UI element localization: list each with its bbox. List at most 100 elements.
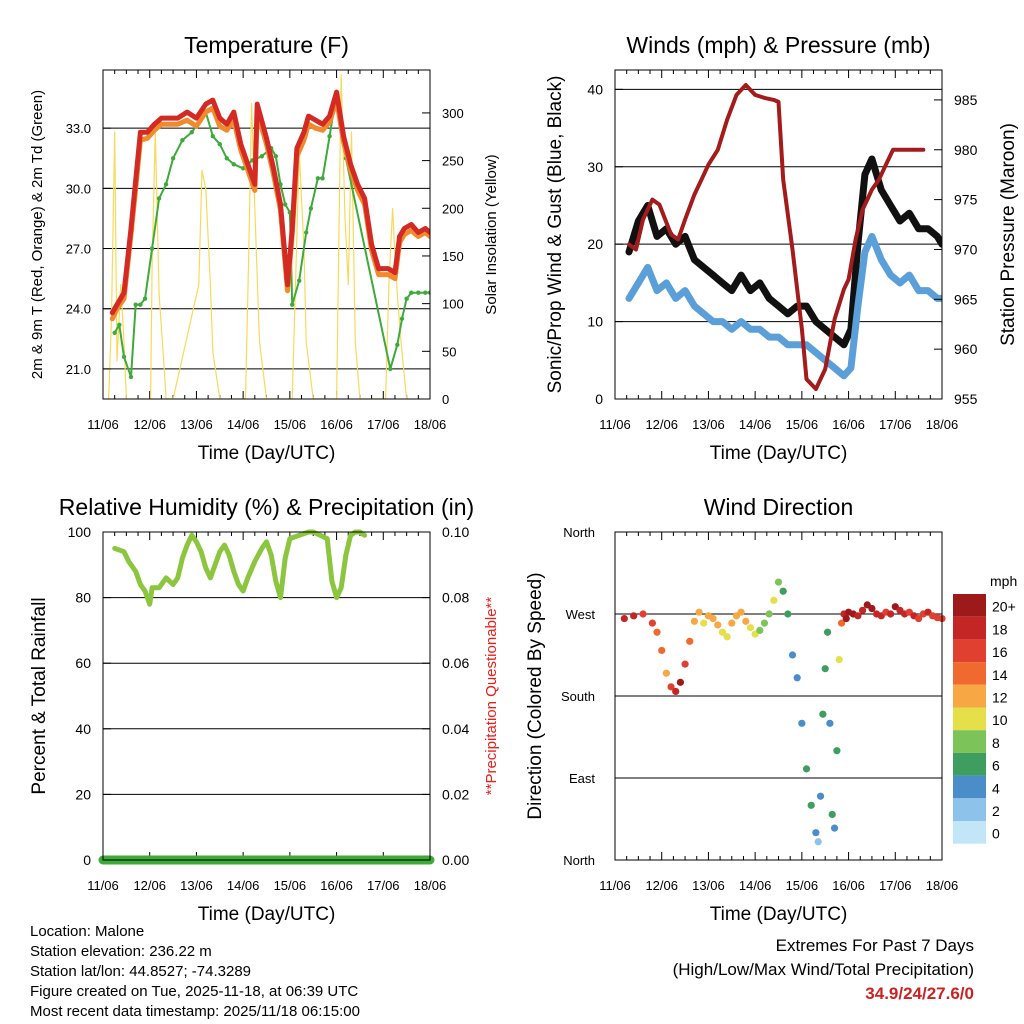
gust-line-point — [878, 186, 885, 193]
direction-point — [765, 610, 773, 618]
direction-point — [819, 710, 827, 718]
gust-line-point — [924, 225, 931, 232]
direction-point — [833, 747, 841, 755]
winds-xtick-label: 15/06 — [786, 417, 819, 432]
dewpoint-line-point — [304, 230, 309, 235]
humidity-xtick-label: 15/06 — [274, 878, 307, 893]
gust-line-point — [672, 241, 679, 248]
direction-point — [779, 587, 787, 595]
station-location: Location: Malone — [30, 923, 145, 940]
humidity-ytick-label: 80 — [75, 590, 91, 606]
temperature-xtick-label: 13/06 — [180, 417, 213, 432]
direction-point — [858, 606, 867, 614]
direction-point — [835, 655, 843, 664]
legend-swatch — [953, 798, 986, 821]
gust-line-point — [803, 303, 810, 310]
winds-ytick-label: 40 — [587, 81, 603, 97]
legend-swatch — [953, 775, 986, 799]
dewpoint-line-point — [163, 182, 169, 187]
legend-swatch — [953, 707, 986, 731]
humidity-y2tick-label: 0.10 — [442, 524, 469, 540]
dewpoint-line-point — [259, 154, 265, 159]
legend-label: 6 — [992, 758, 1000, 774]
legend-label: 20+ — [992, 599, 1016, 615]
gust-line-point — [812, 318, 819, 325]
dewpoint-line-point — [210, 134, 215, 139]
direction-point — [746, 624, 755, 632]
legend-swatch — [953, 639, 986, 663]
legend-title: mph — [990, 573, 1017, 589]
gust-line-point — [700, 264, 707, 271]
winds-y2tick-label: 985 — [954, 92, 978, 108]
temperature-xtick-label: 11/06 — [87, 417, 119, 432]
direction-ylabel: Direction (Colored By Speed) — [525, 572, 546, 819]
gust-line-point — [756, 279, 763, 286]
gust-line-point — [654, 233, 661, 240]
gust-line-point — [682, 233, 689, 240]
legend-label: 14 — [992, 667, 1008, 683]
temperature-title: Temperature (F) — [184, 32, 349, 58]
gust-line-point — [728, 287, 735, 294]
plot-border — [614, 531, 943, 861]
dewpoint-line-point — [416, 290, 421, 295]
dewpoint-line-point — [180, 138, 185, 143]
direction-xtick-label: 11/06 — [599, 878, 631, 893]
winds-xtick-label: 12/06 — [645, 417, 678, 432]
direction-point — [814, 838, 822, 846]
recent-timestamp: Most recent data timestamp: 2025/11/18 0… — [30, 1003, 360, 1020]
direction-xtick-label: 14/06 — [739, 878, 772, 893]
direction-point — [793, 674, 801, 682]
direction-point — [658, 646, 666, 655]
dewpoint-line-point — [282, 202, 288, 207]
direction-xtick-label: 18/06 — [926, 878, 959, 893]
humidity-ytick-label: 0 — [83, 852, 91, 868]
dewpoint-line-point — [224, 156, 229, 161]
direction-point — [788, 651, 797, 659]
winds-y2tick-label: 980 — [954, 142, 978, 158]
winds-xtick-label: 16/06 — [832, 417, 865, 432]
winds-xtick-label: 11/06 — [599, 417, 631, 432]
dewpoint-line-point — [315, 176, 321, 181]
humidity-line — [112, 529, 368, 607]
direction-point — [686, 637, 694, 645]
legend-swatch — [953, 821, 986, 844]
direction-point — [802, 765, 811, 773]
winds-y2tick-label: 965 — [954, 291, 978, 307]
panel-direction: Wind Direction Time (Day/UTC) 11/06 12/06 13… — [525, 494, 958, 925]
humidity-ytick-label: 40 — [75, 721, 91, 737]
pressure-line — [627, 83, 926, 391]
direction-point — [676, 678, 685, 686]
plot-border — [614, 69, 943, 400]
gust-line-point — [747, 287, 754, 294]
winds-ylabel: Sonic/Prop Wind & Gust (Blue, Black) — [545, 76, 566, 394]
direction-point — [690, 617, 699, 625]
humidity-y2tick-label: 0.00 — [442, 852, 469, 868]
winds-ytick-label: 20 — [587, 236, 603, 252]
direction-point — [620, 614, 628, 623]
direction-title: Wind Direction — [704, 494, 854, 520]
winds-ytick-label: 10 — [587, 314, 603, 330]
station-elevation: Station elevation: 236.22 m — [30, 943, 212, 960]
humidity-y2tick-label: 0.08 — [442, 590, 469, 606]
direction-point — [742, 617, 750, 625]
panel-winds: Winds (mph) & Pressure (mb) Time (Day/UTC… — [545, 32, 1019, 464]
direction-ytick-label: South — [561, 689, 595, 704]
wind-line — [625, 232, 942, 380]
winds-xtick-label: 13/06 — [692, 417, 725, 432]
direction-point — [639, 610, 647, 618]
humidity-xtick-label: 12/06 — [133, 878, 166, 893]
temperature-ylabel: 2m & 9m T (Red, Orange) & 2m Td (Green) — [29, 90, 46, 379]
direction-point — [828, 810, 836, 819]
direction-xtick-label: 17/06 — [879, 878, 912, 893]
temperature-xtick-label: 17/06 — [367, 417, 400, 432]
extremes-box: Extremes For Past 7 Days (High/Low/Max W… — [673, 934, 974, 1006]
winds-y2tick-label: 975 — [954, 192, 978, 208]
temp9m-line — [109, 97, 430, 322]
direction-ytick-label: West — [566, 607, 596, 622]
direction-point — [830, 824, 839, 832]
dewpoint-line-point — [231, 162, 236, 167]
direction-xlabel: Time (Day/UTC) — [710, 904, 848, 925]
dewpoint-line-point — [149, 246, 155, 251]
dewpoint-line-point — [273, 154, 279, 159]
